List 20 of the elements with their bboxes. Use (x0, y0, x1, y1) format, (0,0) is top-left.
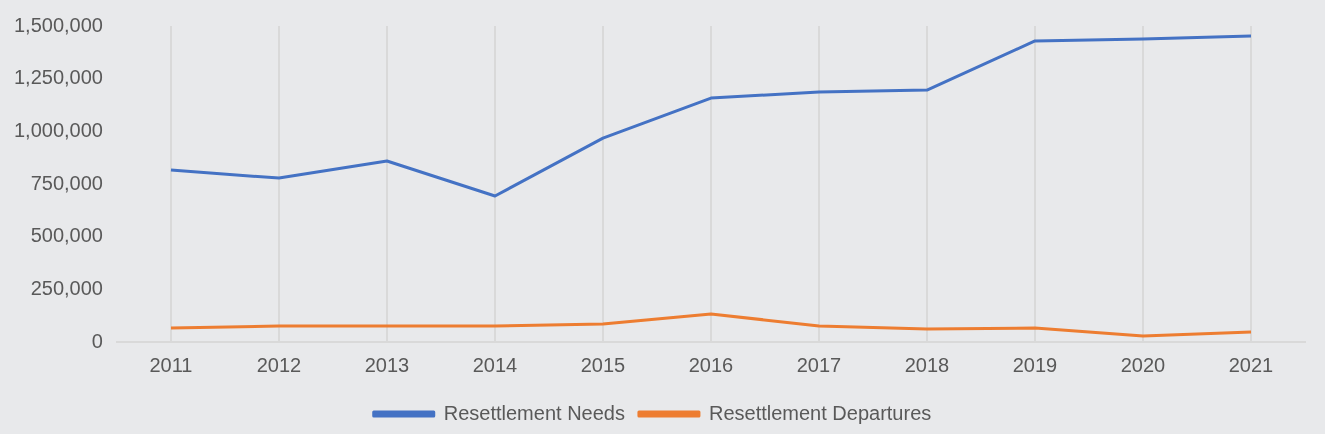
y-tick-label: 750,000 (30, 171, 103, 194)
x-tick-label: 2011 (149, 353, 193, 376)
y-tick-label: 1,250,000 (13, 66, 103, 89)
x-tick-label: 2021 (1228, 353, 1274, 376)
legend-label: Resettlement Needs (443, 401, 625, 424)
x-tick-label: 2018 (904, 353, 950, 376)
x-tick-label: 2014 (472, 353, 518, 376)
x-tick-label: 2016 (688, 353, 734, 376)
y-tick-label: 500,000 (30, 224, 103, 247)
x-tick-label: 2015 (580, 353, 626, 376)
x-tick-label: 2019 (1012, 353, 1058, 376)
y-tick-label: 0 (91, 329, 103, 352)
legend-label: Resettlement Departures (708, 401, 932, 424)
x-tick-label: 2013 (364, 353, 410, 376)
x-tick-label: 2020 (1120, 353, 1166, 376)
y-tick-label: 1,000,000 (13, 118, 103, 141)
x-tick-label: 2012 (256, 353, 302, 376)
x-tick-label: 2017 (796, 353, 842, 376)
y-tick-label: 1,500,000 (13, 13, 103, 36)
y-tick-label: 250,000 (30, 276, 103, 299)
